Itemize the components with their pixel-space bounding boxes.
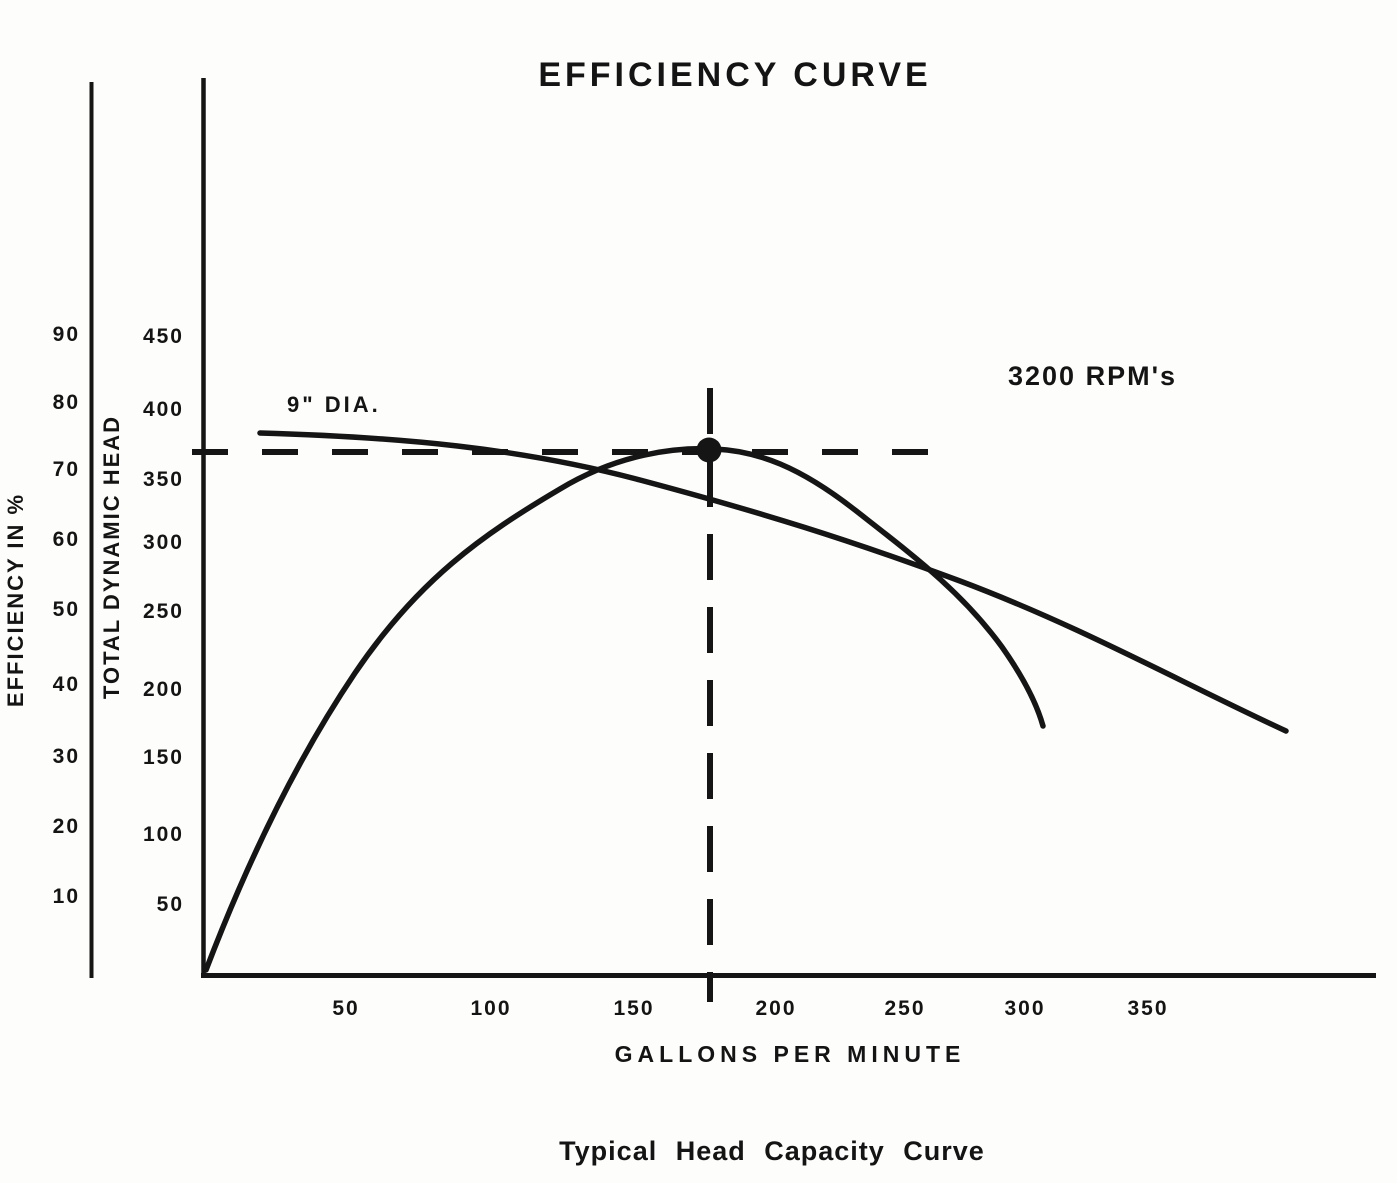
x-tick-200: 200 [755, 997, 797, 1020]
efficiency-tick-60: 60 [52, 528, 80, 551]
efficiency-tick-40: 40 [52, 673, 80, 696]
head-tick-400: 400 [142, 398, 184, 421]
head-tick-150: 150 [142, 746, 184, 769]
head-tick-200: 200 [142, 678, 184, 701]
efficiency-tick-90: 90 [52, 323, 80, 346]
efficiency-curve [203, 445, 1046, 973]
head-tick-450: 450 [142, 325, 184, 348]
efficiency-tick-80: 80 [52, 391, 80, 414]
x-tick-150: 150 [613, 997, 655, 1020]
x-tick-300: 300 [1004, 997, 1046, 1020]
head-tick-100: 100 [142, 823, 184, 846]
efficiency-tick-30: 30 [52, 745, 80, 768]
efficiency-tick-10: 10 [52, 885, 80, 908]
head-tick-250: 250 [142, 600, 184, 623]
efficiency-tick-70: 70 [52, 458, 80, 481]
head-tick-350: 350 [142, 468, 184, 491]
impeller-diameter-annotation: 9" DIA. [287, 392, 381, 417]
x-tick-100: 100 [470, 997, 512, 1020]
x-axis-title: GALLONS PER MINUTE [614, 1041, 966, 1067]
x-tick-50: 50 [332, 997, 360, 1020]
best-efficiency-point-dot [696, 437, 722, 463]
head-axis-title: TOTAL DYNAMIC HEAD [99, 414, 124, 700]
x-tick-250: 250 [884, 997, 926, 1020]
head-tick-300: 300 [142, 531, 184, 554]
efficiency-tick-50: 50 [52, 598, 80, 621]
efficiency-axis-title: EFFICIENCY IN % [3, 492, 28, 708]
x-tick-350: 350 [1127, 997, 1169, 1020]
rpm-annotation: 3200 RPM's [1008, 361, 1178, 391]
chart-title: EFFICIENCY CURVE [538, 56, 932, 94]
chart-caption: Typical Head Capacity Curve [559, 1136, 985, 1166]
head-capacity-curve [257, 430, 1289, 734]
efficiency-tick-20: 20 [52, 815, 80, 838]
head-tick-50: 50 [156, 893, 184, 916]
